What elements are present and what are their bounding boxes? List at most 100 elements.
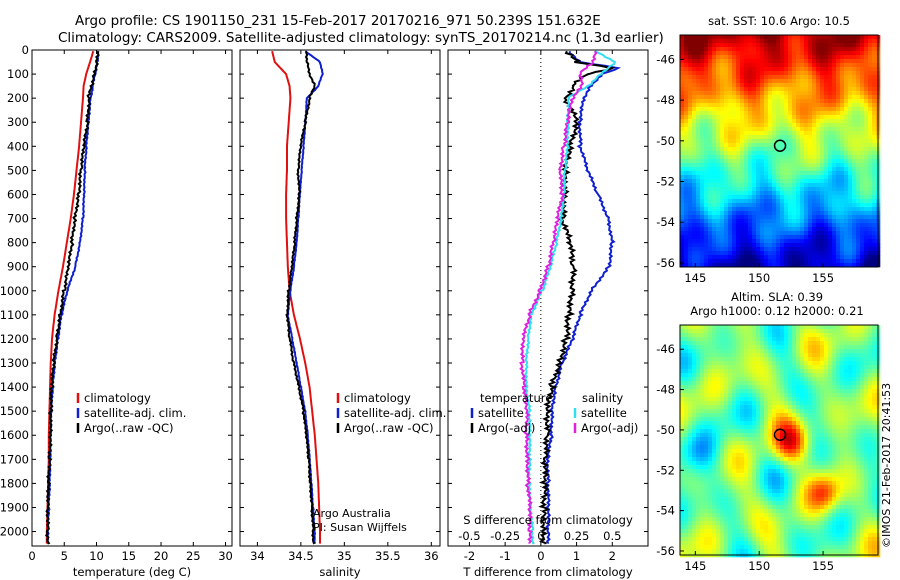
heatmap-cell [784,111,789,116]
heatmap-cell [776,83,781,88]
heatmap-cell [816,119,821,124]
heatmap-cell [840,179,845,184]
heatmap-cell [752,381,757,386]
heatmap-cell [824,147,829,152]
heatmap-cell [872,87,877,92]
heatmap-cell [868,175,873,180]
heatmap-cell [840,147,845,152]
heatmap-cell [788,227,793,232]
heatmap-cell [760,159,765,164]
heatmap-cell [832,263,837,268]
heatmap-cell [816,123,821,128]
heatmap-cell [752,215,757,220]
heatmap-cell [704,333,709,338]
heatmap-cell [768,361,773,366]
heatmap-cell [696,135,701,140]
heatmap-cell [760,203,765,208]
heatmap-cell [796,103,801,108]
heatmap-cell [776,457,781,462]
heatmap-cell [820,409,825,414]
heatmap-cell [772,235,777,240]
heatmap-cell [720,239,725,244]
heatmap-cell [704,87,709,92]
heatmap-cell [716,111,721,116]
heatmap-cell [760,429,765,434]
heatmap-cell [860,385,865,390]
heatmap-cell [736,215,741,220]
heatmap-cell [772,461,777,466]
heatmap-cell [712,469,717,474]
heatmap-cell [824,191,829,196]
heatmap-cell [732,131,737,136]
heatmap-cell [860,195,865,200]
heatmap-cell [836,227,841,232]
heatmap-cell [852,67,857,72]
heatmap-cell [820,325,825,330]
heatmap-cell [740,259,745,264]
heatmap-cell [700,167,705,172]
heatmap-cell [836,235,841,240]
heatmap-cell [760,381,765,386]
heatmap-cell [844,369,849,374]
heatmap-cell [800,111,805,116]
heatmap-cell [732,357,737,362]
heatmap-cell [732,187,737,192]
heatmap-cell [760,437,765,442]
heatmap-cell [744,453,749,458]
heatmap-cell [800,349,805,354]
heatmap-cell [744,75,749,80]
heatmap-cell [804,75,809,80]
heatmap-cell [788,357,793,362]
heatmap-cell [720,337,725,342]
heatmap-cell [788,67,793,72]
heatmap-cell [820,413,825,418]
heatmap-cell [744,95,749,100]
heatmap-cell [788,409,793,414]
heatmap-cell [720,259,725,264]
heatmap-cell [700,79,705,84]
heatmap-cell [788,429,793,434]
heatmap-cell [844,195,849,200]
heatmap-cell [784,87,789,92]
heatmap-cell [704,373,709,378]
heatmap-cell [796,51,801,56]
heatmap-cell [820,445,825,450]
heatmap-cell [740,345,745,350]
heatmap-cell [780,337,785,342]
heatmap-cell [780,461,785,466]
heatmap-cell [696,59,701,64]
heatmap-cell [864,123,869,128]
heatmap-cell [776,251,781,256]
heatmap-cell [804,251,809,256]
heatmap-cell [716,441,721,446]
heatmap-cell [708,445,713,450]
heatmap-cell [724,255,729,260]
heatmap-cell [836,191,841,196]
heatmap-cell [836,385,841,390]
heatmap-cell [724,167,729,172]
heatmap-cell [784,465,789,470]
heatmap-cell [688,211,693,216]
heatmap-cell [840,365,845,370]
heatmap-cell [860,333,865,338]
heatmap-cell [696,259,701,264]
heatmap-cell [772,79,777,84]
heatmap-cell [776,235,781,240]
heatmap-cell [744,39,749,44]
heatmap-cell [704,409,709,414]
heatmap-cell [796,75,801,80]
heatmap-cell [752,151,757,156]
heatmap-cell [696,405,701,410]
heatmap-cell [780,445,785,450]
heatmap-cell [744,63,749,68]
heatmap-cell [744,111,749,116]
heatmap-cell [856,255,861,260]
heatmap-cell [860,349,865,354]
heatmap-cell [848,449,853,454]
heatmap-cell [704,461,709,466]
heatmap-cell [848,107,853,112]
heatmap-cell [744,199,749,204]
heatmap-cell [836,187,841,192]
heatmap-cell [724,369,729,374]
heatmap-cell [712,143,717,148]
